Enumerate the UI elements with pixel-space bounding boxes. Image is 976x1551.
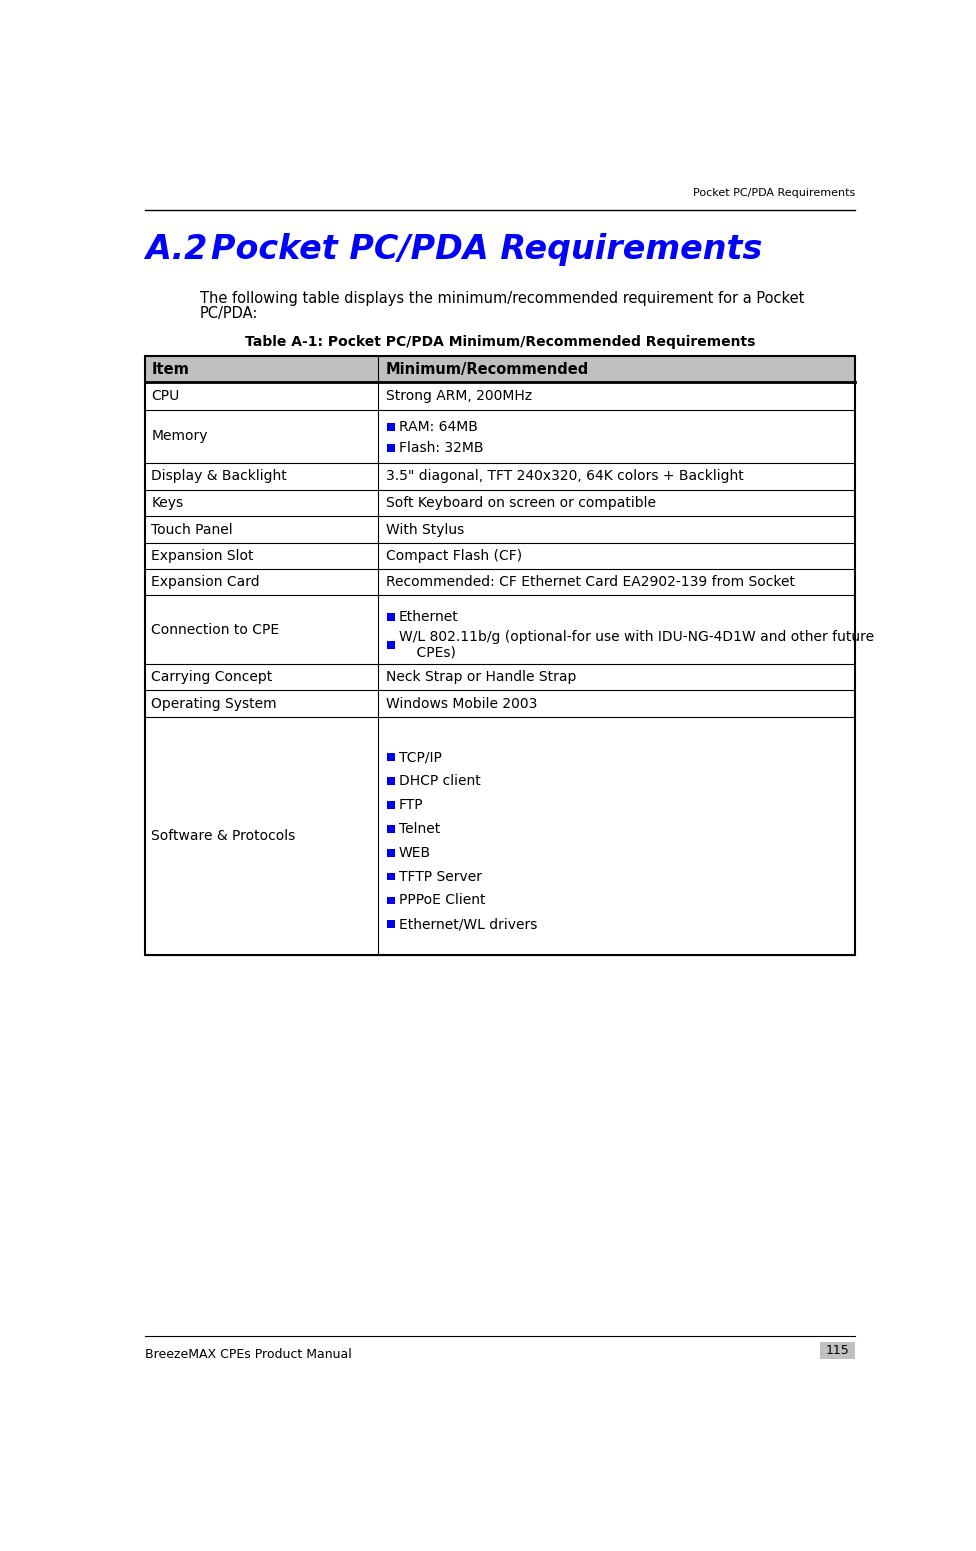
Text: Table A-1: Pocket PC/PDA Minimum/Recommended Requirements: Table A-1: Pocket PC/PDA Minimum/Recomme… (245, 335, 755, 349)
Bar (387, 423, 395, 431)
Text: Touch Panel: Touch Panel (151, 523, 233, 537)
Text: 115: 115 (826, 1343, 849, 1357)
Text: Item: Item (151, 361, 189, 377)
Text: DHCP client: DHCP client (398, 774, 480, 788)
Text: Telnet: Telnet (398, 822, 440, 836)
Text: Recommended: CF Ethernet Card EA2902-139 from Socket: Recommended: CF Ethernet Card EA2902-139… (386, 575, 794, 589)
Bar (145, 462, 855, 490)
Text: Soft Keyboard on screen or compatible: Soft Keyboard on screen or compatible (386, 496, 656, 510)
Bar (145, 516, 855, 543)
Text: W/L 802.11b/g (optional-for use with IDU-NG-4D1W and other future
    CPEs): W/L 802.11b/g (optional-for use with IDU… (398, 630, 874, 661)
Bar (145, 664, 855, 690)
Text: BreezeMAX CPEs Product Manual: BreezeMAX CPEs Product Manual (145, 1348, 352, 1362)
Text: Connection to CPE: Connection to CPE (151, 622, 279, 636)
Bar (387, 754, 395, 762)
Bar (145, 569, 855, 596)
Bar (145, 383, 855, 409)
Bar (387, 444, 395, 451)
Text: Windows Mobile 2003: Windows Mobile 2003 (386, 696, 537, 710)
Bar (387, 777, 395, 785)
Text: FTP: FTP (398, 797, 424, 813)
Bar (145, 409, 855, 462)
Text: Carrying Concept: Carrying Concept (151, 670, 272, 684)
Text: Flash: 32MB: Flash: 32MB (398, 440, 483, 454)
Text: The following table displays the minimum/recommended requirement for a Pocket: The following table displays the minimum… (199, 292, 804, 306)
Text: Expansion Card: Expansion Card (151, 575, 260, 589)
Text: Pocket PC/PDA Requirements: Pocket PC/PDA Requirements (693, 188, 855, 199)
Text: Minimum/Recommended: Minimum/Recommended (386, 361, 589, 377)
Bar (145, 596, 855, 664)
Text: Display & Backlight: Display & Backlight (151, 470, 287, 484)
Bar (145, 543, 855, 569)
Bar (145, 490, 855, 516)
Text: With Stylus: With Stylus (386, 523, 464, 537)
Bar (820, 1342, 855, 1359)
Text: RAM: 64MB: RAM: 64MB (398, 420, 477, 434)
Bar (145, 357, 855, 955)
Text: Ethernet: Ethernet (398, 610, 459, 624)
Bar (145, 690, 855, 717)
Text: Strong ARM, 200MHz: Strong ARM, 200MHz (386, 389, 532, 403)
Bar (387, 896, 395, 904)
Bar (145, 717, 855, 955)
Bar (387, 641, 395, 648)
Text: Ethernet/WL drivers: Ethernet/WL drivers (398, 917, 537, 931)
Text: PPPoE Client: PPPoE Client (398, 893, 485, 907)
Bar (387, 825, 395, 833)
Text: PC/PDA:: PC/PDA: (199, 306, 258, 321)
Text: Compact Flash (CF): Compact Flash (CF) (386, 549, 521, 563)
Text: Operating System: Operating System (151, 696, 277, 710)
Bar (387, 873, 395, 881)
Bar (387, 613, 395, 620)
Text: CPU: CPU (151, 389, 180, 403)
Text: 3.5" diagonal, TFT 240x320, 64K colors + Backlight: 3.5" diagonal, TFT 240x320, 64K colors +… (386, 470, 744, 484)
Bar (145, 357, 855, 383)
Text: Pocket PC/PDA Requirements: Pocket PC/PDA Requirements (211, 233, 762, 267)
Text: Expansion Slot: Expansion Slot (151, 549, 254, 563)
Text: A.2: A.2 (145, 233, 208, 267)
Text: Neck Strap or Handle Strap: Neck Strap or Handle Strap (386, 670, 576, 684)
Bar (387, 848, 395, 856)
Bar (387, 920, 395, 927)
Text: TFTP Server: TFTP Server (398, 870, 482, 884)
Text: WEB: WEB (398, 845, 430, 859)
Bar (387, 802, 395, 808)
Text: Memory: Memory (151, 430, 208, 444)
Text: Keys: Keys (151, 496, 183, 510)
Text: Software & Protocols: Software & Protocols (151, 828, 296, 844)
Text: TCP/IP: TCP/IP (398, 751, 441, 765)
